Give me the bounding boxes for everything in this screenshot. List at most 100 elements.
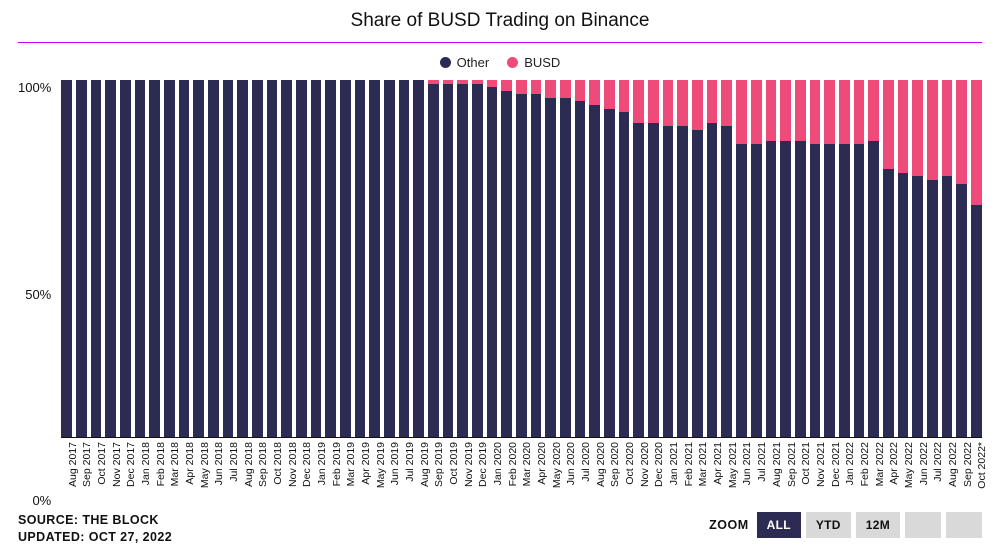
bar-segment-other (648, 123, 659, 437)
bar[interactable] (223, 80, 234, 437)
x-tick-label: Apr 2021 (707, 442, 718, 508)
bar[interactable] (105, 80, 116, 437)
bar-segment-busd (795, 80, 806, 141)
zoom-button-blank[interactable] (905, 512, 941, 538)
bar[interactable] (91, 80, 102, 437)
bar[interactable] (193, 80, 204, 437)
bar[interactable] (384, 80, 395, 437)
bar[interactable] (120, 80, 131, 437)
x-tick-label: Nov 2017 (105, 442, 116, 508)
bar[interactable] (633, 80, 644, 437)
bar[interactable] (237, 80, 248, 437)
bar[interactable] (413, 80, 424, 437)
title-divider (18, 42, 982, 43)
zoom-button-12m[interactable]: 12M (856, 512, 900, 538)
bar[interactable] (604, 80, 615, 437)
bar[interactable] (868, 80, 879, 437)
bar[interactable] (736, 80, 747, 437)
bar[interactable] (325, 80, 336, 437)
bar-segment-other (91, 80, 102, 437)
bar-segment-other (736, 144, 747, 437)
bar-segment-other (619, 112, 630, 437)
bar[interactable] (721, 80, 732, 437)
bar-segment-busd (766, 80, 777, 141)
bar[interactable] (545, 80, 556, 437)
x-tick-label: Nov 2021 (810, 442, 821, 508)
bar[interactable] (780, 80, 791, 437)
bar[interactable] (252, 80, 263, 437)
bar[interactable] (340, 80, 351, 437)
x-tick-label: Jan 2018 (135, 442, 146, 508)
bar[interactable] (692, 80, 703, 437)
bar-segment-other (560, 98, 571, 437)
bar[interactable] (575, 80, 586, 437)
bar[interactable] (956, 80, 967, 437)
bar[interactable] (854, 80, 865, 437)
zoom-button-ytd[interactable]: YTD (806, 512, 851, 538)
bar[interactable] (472, 80, 483, 437)
legend-item: Other (440, 55, 490, 70)
bar-segment-busd (810, 80, 821, 144)
bar[interactable] (927, 80, 938, 437)
y-tick-label: 50% (25, 287, 51, 302)
bar[interactable] (399, 80, 410, 437)
bar[interactable] (707, 80, 718, 437)
bar-segment-other (457, 84, 468, 438)
bar[interactable] (516, 80, 527, 437)
bar[interactable] (663, 80, 674, 437)
bar[interactable] (355, 80, 366, 437)
bar[interactable] (296, 80, 307, 437)
bar[interactable] (149, 80, 160, 437)
bar[interactable] (619, 80, 630, 437)
x-tick-label: Apr 2020 (531, 442, 542, 508)
bar[interactable] (883, 80, 894, 437)
x-tick-label: Jun 2021 (736, 442, 747, 508)
bar[interactable] (912, 80, 923, 437)
bar[interactable] (179, 80, 190, 437)
bar-segment-busd (707, 80, 718, 123)
y-tick-label: 0% (32, 493, 51, 508)
bar[interactable] (795, 80, 806, 437)
bar[interactable] (281, 80, 292, 437)
bar[interactable] (61, 80, 72, 437)
bar-segment-other (707, 123, 718, 437)
bar[interactable] (839, 80, 850, 437)
source-line: SOURCE: THE BLOCK (18, 512, 172, 529)
bar[interactable] (648, 80, 659, 437)
bar[interactable] (428, 80, 439, 437)
bar[interactable] (208, 80, 219, 437)
bar[interactable] (677, 80, 688, 437)
x-tick-label: Feb 2020 (501, 442, 512, 508)
bar[interactable] (369, 80, 380, 437)
bar[interactable] (164, 80, 175, 437)
bar[interactable] (942, 80, 953, 437)
zoom-button-all[interactable]: ALL (757, 512, 801, 538)
bar-segment-other (883, 169, 894, 437)
bar[interactable] (824, 80, 835, 437)
bar[interactable] (531, 80, 542, 437)
bar[interactable] (751, 80, 762, 437)
bar[interactable] (766, 80, 777, 437)
bar[interactable] (267, 80, 278, 437)
bar[interactable] (76, 80, 87, 437)
legend-swatch (440, 57, 451, 68)
bar[interactable] (560, 80, 571, 437)
bar-segment-other (267, 80, 278, 437)
bar[interactable] (487, 80, 498, 437)
bar[interactable] (810, 80, 821, 437)
bar[interactable] (135, 80, 146, 437)
bar-segment-other (633, 123, 644, 437)
x-tick-label: Sep 2019 (428, 442, 439, 508)
bar[interactable] (457, 80, 468, 437)
bar-segment-busd (545, 80, 556, 98)
bar[interactable] (311, 80, 322, 437)
bar[interactable] (971, 80, 982, 437)
bar[interactable] (589, 80, 600, 437)
zoom-button-blank[interactable] (946, 512, 982, 538)
bar-segment-other (413, 80, 424, 437)
bar[interactable] (898, 80, 909, 437)
bar[interactable] (443, 80, 454, 437)
x-tick-label: Jan 2020 (487, 442, 498, 508)
x-tick-label: Oct 2022* (971, 442, 982, 508)
bar[interactable] (501, 80, 512, 437)
